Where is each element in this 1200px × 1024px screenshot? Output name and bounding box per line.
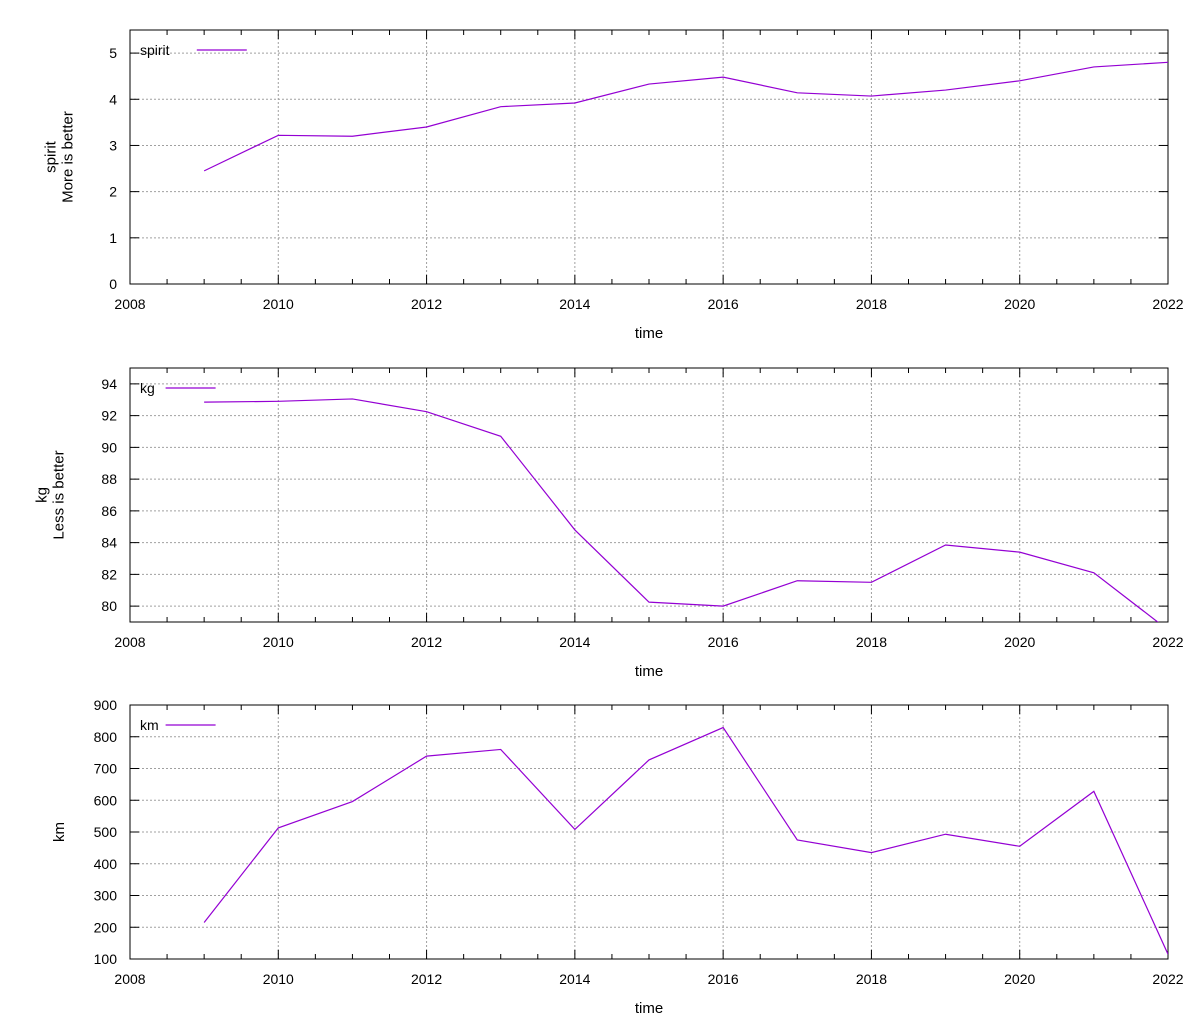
x-tick-label: 2008	[114, 634, 145, 650]
x-tick-label: 2022	[1152, 971, 1183, 987]
y-axis-label: kg	[34, 487, 51, 503]
x-tick-label: 2012	[411, 634, 442, 650]
x-tick-label: 2016	[708, 634, 739, 650]
y-tick-label: 84	[101, 535, 117, 551]
x-tick-label: 2008	[114, 971, 145, 987]
y-tick-label: 90	[101, 439, 117, 455]
y-axis-label: km	[51, 822, 68, 842]
x-tick-label: 2022	[1152, 296, 1183, 312]
x-tick-label: 2018	[856, 634, 887, 650]
y-tick-label: 700	[94, 761, 118, 777]
series-line-km	[203, 726, 1168, 955]
y-tick-label: 86	[101, 503, 117, 519]
y-tick-label: 2	[109, 184, 117, 200]
x-tick-label: 2018	[856, 971, 887, 987]
x-tick-label: 2010	[263, 634, 294, 650]
x-tick-label: 2016	[708, 971, 739, 987]
x-axis-label: time	[635, 1000, 663, 1017]
x-tick-label: 2020	[1004, 296, 1035, 312]
y-tick-label: 100	[94, 951, 118, 967]
x-tick-label: 2022	[1152, 634, 1183, 650]
y-axis-label: More is better	[60, 111, 77, 203]
x-tick-label: 2012	[411, 296, 442, 312]
x-tick-label: 2014	[559, 634, 590, 650]
y-tick-label: 88	[101, 471, 117, 487]
y-tick-label: 5	[109, 45, 117, 61]
y-tick-label: 92	[101, 408, 117, 424]
y-tick-label: 300	[94, 888, 118, 904]
x-axis-label: time	[635, 663, 663, 680]
y-tick-label: 94	[101, 376, 117, 392]
x-tick-label: 2014	[559, 296, 590, 312]
x-tick-label: 2020	[1004, 971, 1035, 987]
y-tick-label: 600	[94, 792, 118, 808]
legend-label: km	[140, 717, 159, 733]
chart-panel-3: 2008 2010 2012 2014 2016 2018 2020 2022 100 200 30…	[51, 697, 1184, 1017]
x-tick-label: 2020	[1004, 634, 1035, 650]
plot-frame	[129, 29, 1169, 285]
y-tick-label: 4	[109, 91, 117, 107]
y-axis-label: spirit	[43, 140, 60, 173]
y-tick-label: 0	[109, 276, 117, 292]
x-tick-label: 2010	[263, 971, 294, 987]
x-tick-label: 2012	[411, 971, 442, 987]
y-tick-label: 900	[94, 697, 118, 713]
y-tick-label: 800	[94, 729, 118, 745]
x-tick-label: 2008	[114, 296, 145, 312]
y-tick-label: 400	[94, 856, 118, 872]
legend-label: spirit	[140, 42, 170, 58]
x-axis-label: time	[635, 325, 663, 342]
plot-frame	[129, 704, 1169, 960]
chart-panel-1: 2008 2010 2012 2014 2016 2018 2020 2022 0 1 2 3 4 5 ti…	[43, 29, 1184, 342]
y-tick-label: 82	[101, 566, 117, 582]
x-tick-label: 2016	[708, 296, 739, 312]
y-tick-label: 80	[101, 598, 117, 614]
y-tick-label: 1	[109, 230, 117, 246]
x-tick-label: 2010	[263, 296, 294, 312]
series-line-spirit	[203, 61, 1168, 172]
y-tick-label: 3	[109, 137, 117, 153]
y-axis-label: Less is better	[51, 450, 68, 539]
x-tick-label: 2014	[559, 971, 590, 987]
plot-frame	[129, 367, 1169, 623]
x-tick-label: 2018	[856, 296, 887, 312]
legend-label: kg	[140, 380, 155, 396]
y-tick-label: 500	[94, 824, 118, 840]
chart-panel-2: 2008 2010 2012 2014 2016 2018 2020 2022 80 82 84 86…	[34, 367, 1184, 680]
y-tick-label: 200	[94, 919, 118, 935]
series-line-kg	[204, 398, 1159, 622]
